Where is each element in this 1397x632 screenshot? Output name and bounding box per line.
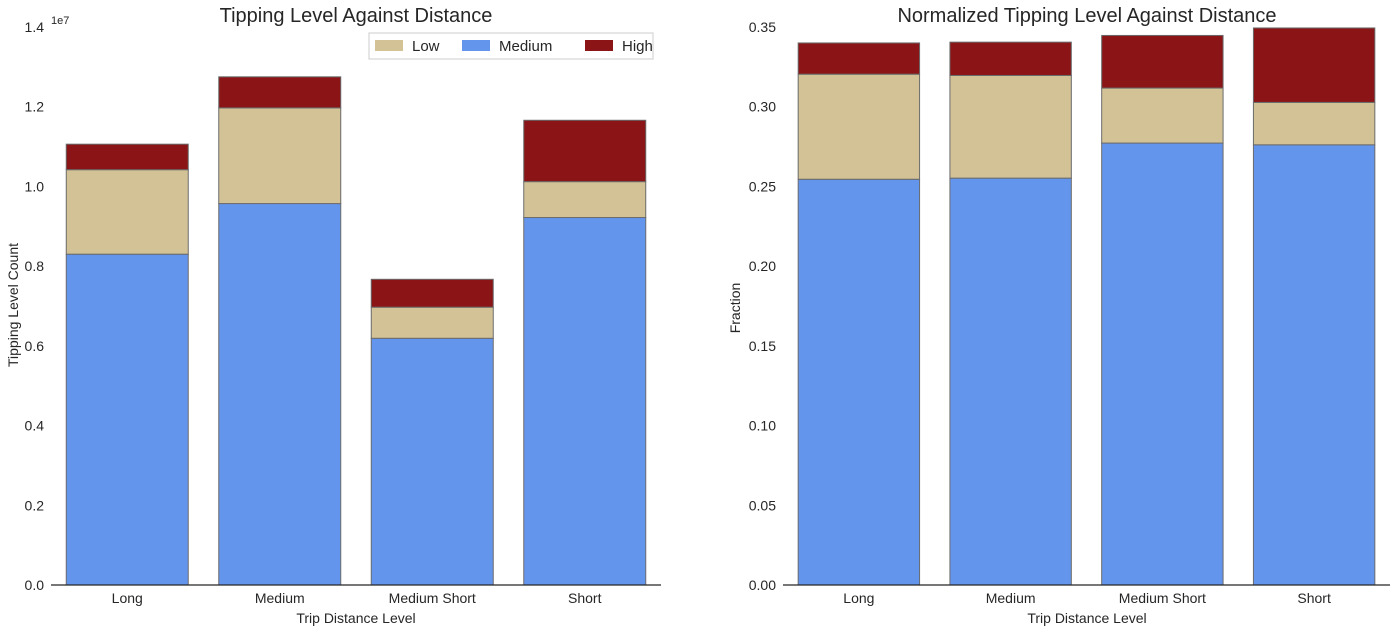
bar-short-high-right xyxy=(1252,27,1376,103)
x-tick-label-left: Medium Short xyxy=(389,590,476,606)
y-tick-label-left: 0.0 xyxy=(25,577,45,593)
y-multiplier-label: 1e7 xyxy=(51,15,69,27)
y-tick-label-right: 0.20 xyxy=(749,258,776,274)
x-tick-label-left: Long xyxy=(112,590,143,606)
y-tick-label-right: 0.10 xyxy=(749,418,776,434)
y-ticks-right: 0.00 0.05 0.10 0.15 0.20 0.25 0.30 0.35 xyxy=(749,19,776,593)
legend-label-low: Low xyxy=(412,38,440,55)
y-tick-label-left: 1.0 xyxy=(25,178,45,194)
bar-long-low-left xyxy=(65,169,189,255)
bar-medium-high-right xyxy=(949,41,1072,76)
bar-medium-short-medium-right xyxy=(1101,142,1224,586)
legend-label-medium: Medium xyxy=(499,38,552,55)
y-tick-label-right: 0.05 xyxy=(749,497,776,513)
x-axis-label-left: Trip Distance Level xyxy=(296,610,415,626)
bar-medium-short-low-right xyxy=(1101,87,1224,144)
legend: Low Medium High xyxy=(368,32,654,60)
x-tick-label-left: Short xyxy=(568,590,602,606)
y-tick-label-right: 0.25 xyxy=(749,178,776,194)
x-axis-label-right: Trip Distance Level xyxy=(1027,610,1146,626)
bar-long-medium-left xyxy=(65,253,189,586)
legend-label-high: High xyxy=(622,38,653,55)
bar-short-medium-right xyxy=(1252,144,1376,586)
bar-long-high-right xyxy=(797,42,921,75)
bar-long-low-right xyxy=(797,73,921,180)
y-tick-label-left: 0.8 xyxy=(25,258,45,274)
bar-medium-low-left xyxy=(218,107,342,205)
y-tick-label-right: 0.15 xyxy=(749,338,776,354)
y-tick-label-left: 0.6 xyxy=(25,338,45,354)
bar-medium-short-low-left xyxy=(370,306,494,339)
bars-right xyxy=(797,27,1376,586)
legend-swatch-high xyxy=(585,40,613,51)
bars-left xyxy=(65,76,647,586)
chart-left: 0.0 0.2 0.4 0.6 0.8 1.0 1.2 1.4 Long Medium Mediu… xyxy=(5,5,661,626)
y-axis-label-left: Tipping Level Count xyxy=(5,243,21,367)
bar-medium-medium-right xyxy=(949,177,1072,586)
bar-long-medium-right xyxy=(797,178,921,586)
y-tick-label-left: 1.2 xyxy=(25,99,45,115)
y-tick-label-right: 0.00 xyxy=(749,577,776,593)
y-axis-label-right: Fraction xyxy=(727,283,743,334)
bar-medium-short-medium-left xyxy=(370,337,494,586)
bar-medium-short-high-left xyxy=(370,278,494,308)
chart-title-right: Normalized Tipping Level Against Distanc… xyxy=(897,5,1276,27)
y-tick-label-left: 0.4 xyxy=(25,418,45,434)
x-ticks-left: Long Medium Medium Short Short xyxy=(112,590,602,606)
x-tick-label-right: Short xyxy=(1297,590,1331,606)
bar-short-medium-left xyxy=(523,217,647,586)
legend-swatch-medium xyxy=(462,40,490,51)
bar-short-low-right xyxy=(1252,101,1376,146)
x-tick-label-right: Medium Short xyxy=(1119,590,1206,606)
chart-title-left: Tipping Level Against Distance xyxy=(220,5,493,27)
x-ticks-right: Long Medium Medium Short Short xyxy=(843,590,1331,606)
bar-medium-high-left xyxy=(218,76,342,109)
x-tick-label-left: Medium xyxy=(255,590,305,606)
bar-long-high-left xyxy=(65,143,189,171)
legend-swatch-low xyxy=(375,40,403,51)
x-tick-label-right: Long xyxy=(843,590,874,606)
chart-right: 0.00 0.05 0.10 0.15 0.20 0.25 0.30 0.35 Long Med… xyxy=(727,5,1390,626)
y-tick-label-left: 0.2 xyxy=(25,497,45,513)
bar-short-high-left xyxy=(523,119,647,183)
y-tick-label-right: 0.35 xyxy=(749,19,776,35)
bar-medium-short-high-right xyxy=(1101,34,1224,89)
x-tick-label-right: Medium xyxy=(986,590,1036,606)
bar-medium-low-right xyxy=(949,74,1072,179)
bar-short-low-left xyxy=(523,181,647,219)
y-tick-label-left: 1.4 xyxy=(25,19,45,35)
y-tick-label-right: 0.30 xyxy=(749,99,776,115)
bar-medium-medium-left xyxy=(218,203,342,586)
y-ticks-left: 0.0 0.2 0.4 0.6 0.8 1.0 1.2 1.4 xyxy=(25,19,45,593)
